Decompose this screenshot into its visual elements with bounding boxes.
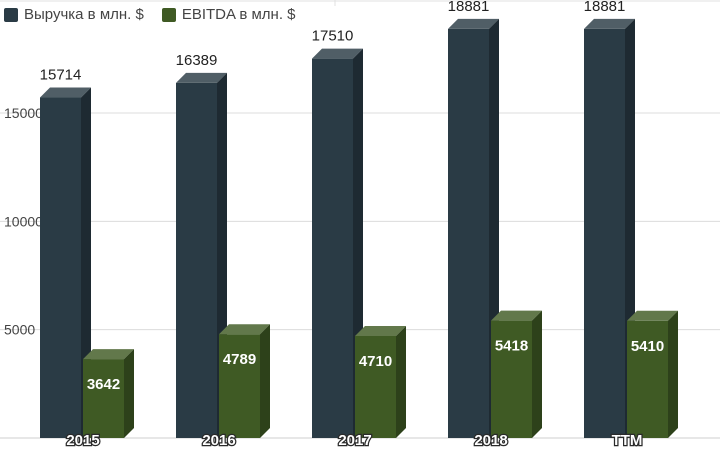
y-tick-label-15000: 15000: [4, 105, 43, 121]
bar-ebitda-2016-top: [219, 324, 270, 335]
x-tick-label-2016: 2016: [202, 432, 235, 449]
label-revenue-2015: 15714: [40, 67, 82, 84]
bar-revenue-TTM-front: [584, 28, 625, 438]
x-tick-label-2015: 2015: [66, 432, 99, 449]
y-tick-label-5000: 5000: [4, 322, 35, 338]
bar-ebitda-TTM-front: [627, 320, 668, 438]
label-ebitda-TTM: 5410: [631, 338, 664, 355]
bar-revenue-2016-front: [176, 82, 217, 438]
label-revenue-2017: 17510: [312, 28, 354, 45]
bar-ebitda-2015-top: [83, 349, 134, 360]
bar-ebitda-TTM-side: [668, 310, 678, 438]
legend-item-ebitda: EBITDA в млн. $: [161, 6, 296, 23]
bar-ebitda-2017-top: [355, 325, 406, 336]
x-tick-label-2018: 2018: [474, 432, 507, 449]
legend-label-ebitda: EBITDA в млн. $: [181, 6, 296, 23]
label-ebitda-2018: 5418: [495, 338, 528, 355]
bar-ebitda-TTM-top: [627, 310, 678, 321]
x-tick-label-TTM: TTM: [612, 432, 643, 449]
bar-ebitda-2015-front: [83, 359, 124, 438]
bar-revenue-2017-top: [312, 48, 363, 59]
legend-swatch-revenue: [4, 7, 18, 22]
label-revenue-TTM: 18881: [584, 0, 626, 15]
bar-revenue-2016-top: [176, 72, 227, 83]
bar-ebitda-2017-front: [355, 335, 396, 438]
label-ebitda-2016: 4789: [223, 351, 256, 368]
x-tick-label-2017: 2017: [338, 432, 371, 449]
bar-revenue-2017-front: [312, 58, 353, 438]
bar-revenue-2015-front: [40, 97, 81, 438]
bar-ebitda-2017-side: [396, 325, 406, 438]
legend-label-revenue: Выручка в млн. $: [24, 6, 144, 23]
bar-ebitda-2018-top: [491, 310, 542, 321]
bar-ebitda-2016-front: [219, 334, 260, 438]
bar-revenue-2018-top: [448, 18, 499, 29]
bar-revenue-2018-front: [448, 28, 489, 438]
legend-item-revenue: Выручка в млн. $: [4, 6, 144, 23]
legend-swatch-ebitda: [161, 7, 176, 22]
legend: Выручка в млн. $ EBITDA в млн. $: [4, 6, 306, 23]
bar-revenue-2015-top: [40, 87, 91, 98]
label-ebitda-2015: 3642: [87, 376, 120, 393]
label-ebitda-2017: 4710: [359, 353, 392, 370]
y-tick-label-10000: 10000: [4, 213, 43, 229]
bar-ebitda-2018-side: [532, 310, 542, 438]
label-revenue-2016: 16389: [176, 52, 218, 69]
bar-ebitda-2015-side: [124, 349, 134, 438]
bar-ebitda-2016-side: [260, 324, 270, 438]
label-revenue-2018: 18881: [448, 0, 490, 15]
bar-ebitda-2018-front: [491, 320, 532, 438]
bar-revenue-2015-side: [81, 87, 91, 438]
bar-revenue-TTM-top: [584, 18, 635, 29]
